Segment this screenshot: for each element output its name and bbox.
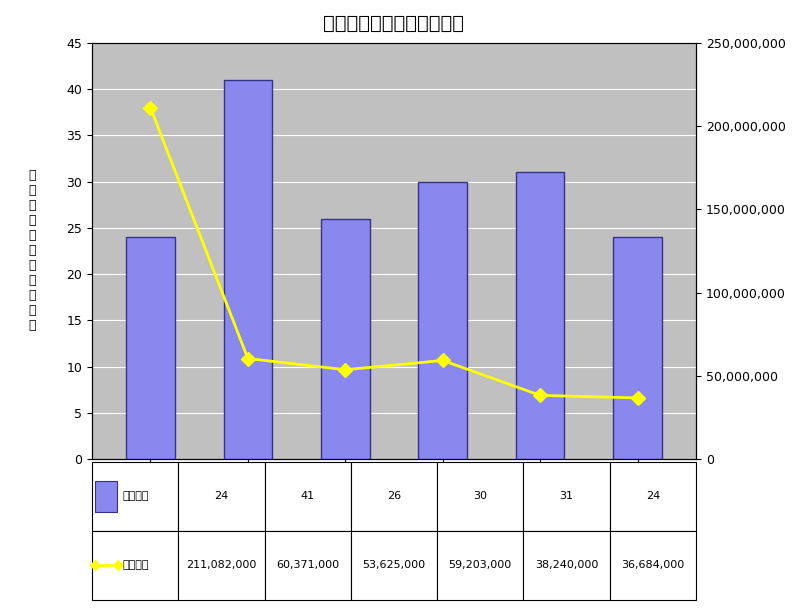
Text: 36,684,000: 36,684,000 — [622, 561, 685, 570]
Bar — [223, 80, 272, 459]
Text: 被害総額: 被害総額 — [122, 561, 149, 570]
Text: 53,625,000: 53,625,000 — [362, 561, 426, 570]
Text: 24: 24 — [214, 491, 229, 501]
Text: 26: 26 — [387, 491, 401, 501]
Text: 30: 30 — [474, 491, 487, 501]
Bar — [321, 218, 370, 459]
Text: 31: 31 — [559, 491, 574, 501]
Text: 60,371,000: 60,371,000 — [276, 561, 339, 570]
Text: 38,240,000: 38,240,000 — [535, 561, 598, 570]
Text: 被害件数: 被害件数 — [122, 491, 149, 501]
Bar — [126, 237, 175, 459]
Bar — [418, 182, 467, 459]
Text: 59,203,000: 59,203,000 — [449, 561, 512, 570]
Text: 211,082,000: 211,082,000 — [186, 561, 257, 570]
Bar — [516, 173, 565, 459]
Bar — [613, 237, 662, 459]
Y-axis label: 特
殊
詐
欺
発
生
件
数
（
件
）: 特 殊 詐 欺 発 生 件 数 （ 件 ） — [28, 170, 35, 332]
Text: 41: 41 — [301, 491, 314, 501]
Title: 沼津市の特殊詐欺発生件数: 沼津市の特殊詐欺発生件数 — [323, 14, 465, 33]
Text: 24: 24 — [646, 491, 660, 501]
